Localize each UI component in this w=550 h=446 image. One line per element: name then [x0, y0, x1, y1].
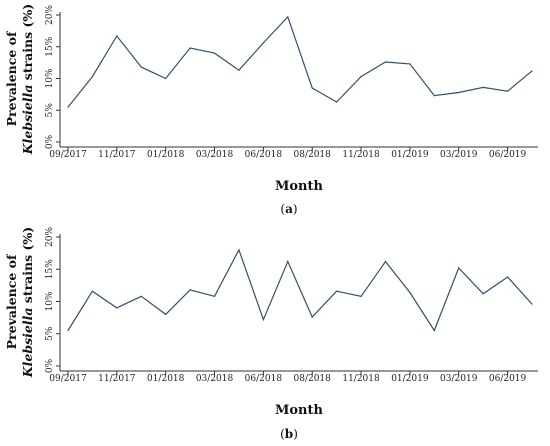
- x-tick-label: 09/2017: [49, 150, 87, 160]
- data-point: [189, 47, 191, 49]
- data-point: [433, 95, 435, 97]
- chart-panel-b: 0% 5% 10% 15% 20% 09/2017 11/2017 01/2018 03/201…: [4, 227, 538, 441]
- y-tick-label: 0%: [45, 134, 55, 149]
- data-point: [506, 276, 509, 278]
- data-point: [433, 329, 435, 332]
- y-tick-label: 5%: [45, 103, 55, 118]
- data-point: [140, 295, 142, 297]
- data-point: [360, 75, 362, 78]
- data-point: [262, 318, 264, 321]
- x-tick-label: 01/2018: [147, 374, 185, 384]
- data-point: [287, 16, 289, 18]
- data-point: [287, 260, 289, 263]
- data-point: [116, 35, 118, 37]
- y-tick-label: 0%: [45, 358, 55, 373]
- data-point: [531, 70, 533, 72]
- panel-label-close: ): [293, 202, 298, 216]
- data-point: [311, 316, 313, 318]
- panel-label: (a): [280, 202, 297, 216]
- x-tick-label: 11/2018: [342, 150, 380, 160]
- x-tick-label: 03/2019: [440, 150, 478, 160]
- data-point: [482, 293, 484, 295]
- x-tick-label: 11/2017: [98, 150, 136, 160]
- x-tick-label: 06/2018: [245, 150, 283, 160]
- y-axis-title-italic: Klebsiella: [20, 308, 35, 379]
- data-point: [91, 290, 94, 292]
- data-point: [384, 260, 387, 263]
- x-tick-label: 11/2018: [342, 374, 380, 384]
- panel-label-letter: b: [285, 427, 293, 441]
- data-point: [409, 63, 411, 65]
- x-axis-title: Month: [275, 179, 324, 194]
- data-point: [336, 290, 338, 292]
- series-line: [67, 248, 533, 332]
- x-tick-label: 08/2018: [294, 374, 332, 384]
- x-tick-label: 06/2019: [489, 374, 527, 384]
- x-tick-label: 11/2017: [98, 374, 136, 384]
- y-axis-title-suffix: strains (%): [20, 227, 35, 308]
- data-point: [213, 295, 216, 297]
- data-point: [531, 303, 533, 305]
- y-axis-title-italic: Klebsiella: [20, 85, 35, 156]
- x-tick-label: 09/2017: [49, 374, 87, 384]
- x-tick-label: 03/2019: [440, 374, 478, 384]
- data-point: [458, 267, 460, 269]
- y-axis-title-line1: Prevalence of: [4, 30, 19, 126]
- data-point: [409, 291, 411, 294]
- x-tick-label: 03/2018: [196, 374, 234, 384]
- data-point: [213, 52, 216, 54]
- data-point: [67, 106, 69, 108]
- x-tick-label: 08/2018: [294, 150, 332, 160]
- x-tick-label: 01/2018: [147, 150, 185, 160]
- y-tick-label: 15%: [45, 259, 55, 279]
- y-axis-title-suffix: strains (%): [20, 4, 35, 85]
- x-tick-label: 03/2018: [196, 150, 234, 160]
- data-point: [238, 249, 240, 251]
- data-point: [458, 91, 460, 94]
- data-point: [140, 66, 142, 68]
- y-tick-label: 20%: [45, 5, 55, 25]
- data-point: [311, 87, 313, 89]
- x-axis-title: Month: [275, 403, 324, 418]
- y-tick-label: 5%: [45, 326, 55, 341]
- data-point: [91, 75, 94, 78]
- data-point: [262, 42, 264, 44]
- y-tick-label: 10%: [45, 68, 55, 88]
- data-point: [360, 295, 362, 297]
- series-line: [67, 15, 533, 108]
- x-tick-label: 06/2019: [489, 150, 527, 160]
- data-point: [336, 101, 338, 103]
- data-point: [116, 307, 118, 309]
- y-axis-title-line1: Prevalence of: [4, 253, 19, 349]
- data-point: [238, 69, 240, 71]
- x-tick-label: 01/2019: [391, 150, 429, 160]
- data-point: [384, 61, 387, 63]
- data-point: [189, 289, 191, 291]
- data-point: [506, 90, 509, 92]
- y-tick-label: 15%: [45, 36, 55, 56]
- panel-label-letter: a: [285, 202, 293, 216]
- data-point: [165, 313, 167, 315]
- panel-label-open: (: [280, 427, 285, 441]
- panel-label-close: ): [293, 427, 298, 441]
- panel-label: (b): [280, 427, 298, 441]
- y-axis-title-line2: Klebsiella strains (%): [20, 227, 35, 378]
- data-point: [482, 86, 484, 88]
- x-tick-label: 01/2019: [391, 374, 429, 384]
- y-tick-label: 10%: [45, 291, 55, 311]
- x-tick-label: 06/2018: [245, 374, 283, 384]
- data-point: [67, 329, 69, 332]
- chart-panel-a: 0% 5% 10% 15% 20% 09/2017 11/2017 01/2018 03/201…: [4, 4, 538, 216]
- panel-label-open: (: [280, 202, 285, 216]
- data-point: [165, 77, 167, 80]
- y-axis-title-line2: Klebsiella strains (%): [20, 4, 35, 155]
- y-tick-label: 20%: [45, 227, 55, 247]
